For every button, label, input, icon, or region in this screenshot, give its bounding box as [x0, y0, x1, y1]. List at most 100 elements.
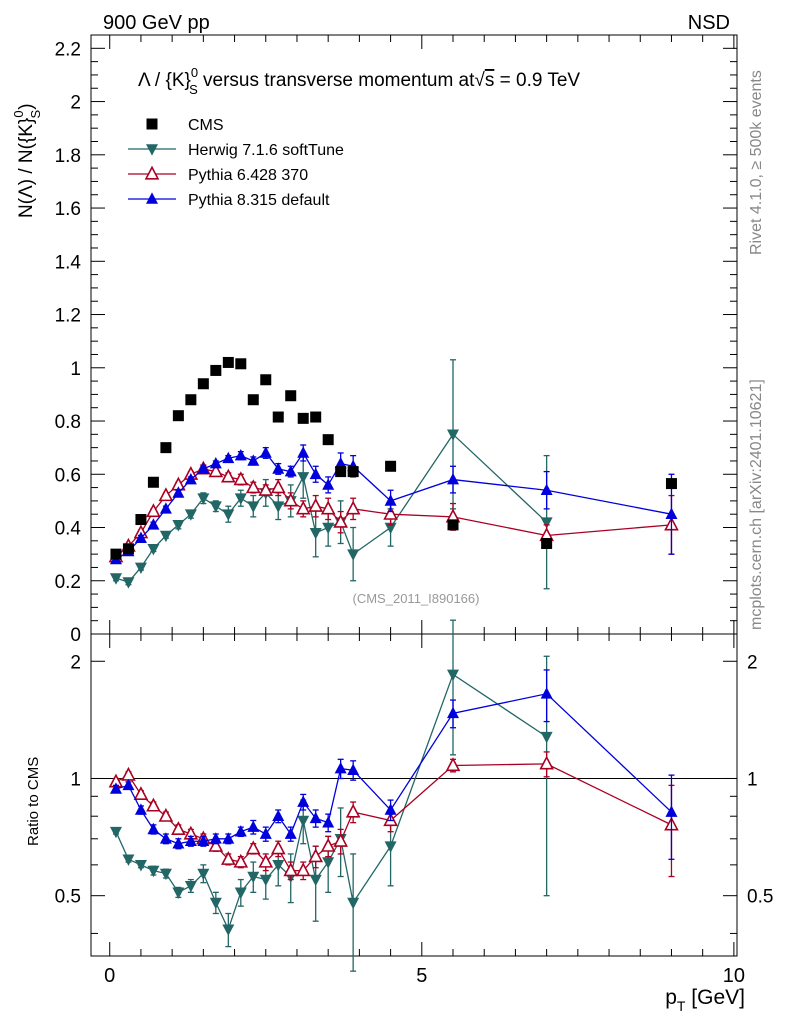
- ratio-y-axis-label: Ratio to CMS: [25, 757, 42, 846]
- data-point: [109, 782, 122, 794]
- data-point: [110, 548, 122, 560]
- y-tick-label: 1.6: [55, 199, 81, 220]
- data-point: [147, 518, 160, 530]
- ratio-tick-label-right: 0.5: [747, 887, 773, 908]
- data-point: [309, 467, 322, 480]
- data-point: [284, 827, 297, 839]
- data-point: [122, 543, 134, 555]
- data-point: [322, 857, 335, 869]
- data-point: [272, 411, 284, 423]
- data-point: [158, 807, 174, 822]
- data-point: [384, 522, 397, 535]
- xlabel-tail: [GeV]: [685, 986, 745, 1009]
- data-point: [665, 478, 677, 490]
- data-point: [334, 762, 347, 774]
- series-pythia-8-315-default: [109, 669, 678, 860]
- title-mid: versus transverse momentum at: [198, 70, 475, 91]
- data-point: [197, 834, 210, 847]
- legend-label: Herwig 7.1.6 softTune: [188, 142, 344, 159]
- legend-label: CMS: [188, 117, 224, 134]
- legend-label: Pythia 8.315 default: [188, 192, 330, 209]
- data-point: [347, 897, 360, 910]
- data-point: [322, 478, 335, 490]
- title-sub: S: [189, 82, 198, 97]
- data-point: [384, 494, 397, 506]
- data-point: [347, 466, 359, 478]
- data-point: [197, 462, 210, 474]
- ylabel-sub: S: [28, 109, 43, 118]
- y-tick-label: 0.4: [55, 519, 82, 540]
- rivet-label: Rivet 4.1.0, ≥ 500k events: [748, 70, 765, 255]
- legend-marker: [146, 144, 158, 156]
- data-point: [222, 832, 235, 844]
- data-point: [172, 410, 184, 422]
- data-point: [260, 374, 272, 386]
- data-point: [320, 500, 336, 515]
- data-point: [184, 509, 197, 521]
- ylabel-sup: 0: [11, 110, 26, 117]
- y-tick-label: 0: [70, 625, 81, 646]
- data-point: [247, 820, 260, 832]
- legend-label: Pythia 6.428 370: [188, 167, 308, 184]
- data-point: [272, 860, 285, 872]
- header-right: NSD: [688, 12, 730, 34]
- ratio-plot-frame: [90, 633, 738, 957]
- data-point: [160, 442, 172, 454]
- legend: CMS Herwig 7.1.6 softTune Pythia 6.428 370…: [128, 117, 344, 209]
- data-point: [159, 832, 172, 844]
- data-point: [541, 537, 553, 549]
- data-point: [259, 827, 272, 839]
- data-point: [322, 816, 335, 828]
- y-axis-label: N(Λ) / N({K}0 S): [11, 103, 43, 218]
- ratio-tick-label-left: 2: [70, 652, 81, 673]
- x-tick-label: 10: [723, 965, 745, 987]
- title-lead: Λ / {K}: [138, 70, 191, 91]
- data-point: [540, 731, 553, 744]
- y-tick-label: 1.8: [55, 146, 81, 167]
- x-axis-label: pT [GeV]: [665, 986, 745, 1014]
- data-point: [665, 507, 678, 519]
- data-point: [234, 825, 247, 837]
- data-point: [222, 356, 234, 368]
- data-point: [185, 394, 197, 406]
- data-point: [159, 502, 172, 514]
- data-point: [347, 763, 360, 776]
- data-point: [209, 832, 222, 844]
- data-point: [197, 378, 209, 390]
- data-point: [184, 472, 197, 485]
- data-point: [234, 887, 247, 899]
- data-point: [210, 364, 222, 376]
- data-point: [259, 874, 272, 887]
- title-root: √: [474, 70, 485, 91]
- data-point: [233, 471, 249, 486]
- data-point: [447, 519, 459, 531]
- ratio-tick-label-left: 1: [70, 769, 81, 790]
- data-point: [245, 840, 261, 855]
- header-left: 900 GeV pp: [103, 12, 210, 34]
- data-point: [447, 472, 460, 485]
- series-herwig-7-1-6-softtune: [109, 619, 553, 972]
- data-point: [384, 803, 397, 815]
- data-point: [384, 841, 397, 853]
- data-point: [334, 457, 347, 469]
- data-point: [208, 837, 224, 852]
- ylabel-lead: N(Λ) / N({K}: [16, 118, 37, 218]
- data-point: [247, 871, 260, 884]
- data-point: [171, 821, 186, 835]
- y-tick-label: 1.2: [55, 306, 81, 327]
- data-point: [270, 840, 286, 855]
- legend-item-herwig-7-1-6-softtune: Herwig 7.1.6 softTune: [128, 142, 344, 159]
- data-point: [197, 493, 210, 505]
- data-point: [272, 501, 285, 513]
- data-point: [333, 832, 348, 847]
- data-point: [272, 809, 285, 822]
- data-point: [159, 868, 172, 881]
- data-point: [245, 479, 261, 494]
- legend-item-cms: CMS: [146, 117, 224, 134]
- data-point: [159, 530, 172, 543]
- data-point: [147, 865, 160, 878]
- data-point: [297, 472, 310, 484]
- data-point: [172, 887, 185, 899]
- data-point: [320, 837, 336, 852]
- data-point: [122, 778, 135, 791]
